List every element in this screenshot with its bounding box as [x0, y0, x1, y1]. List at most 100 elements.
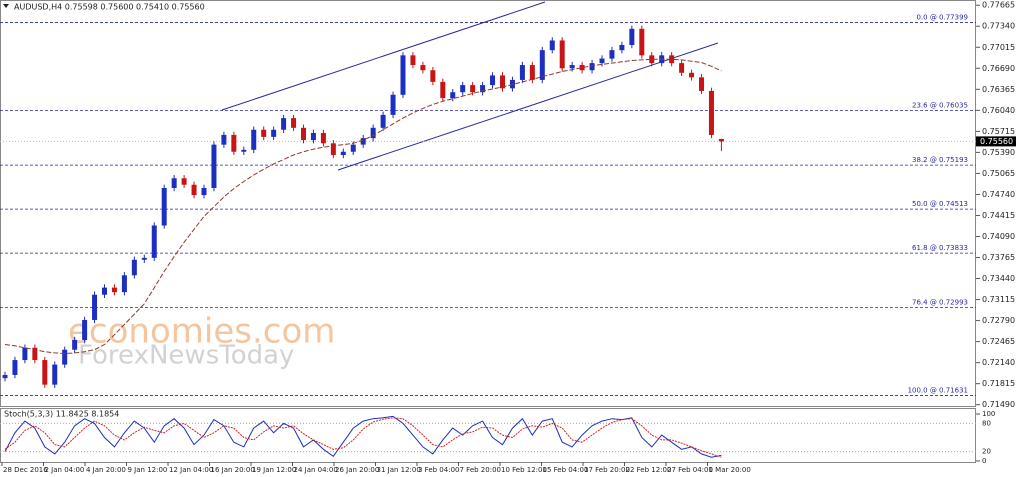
candle-body [92, 294, 98, 320]
candle-body [360, 138, 366, 145]
candle-body [679, 63, 685, 73]
candle-body [281, 118, 287, 130]
candle-body [569, 65, 575, 69]
x-tick-label: 24 Jan 04:00 [294, 466, 338, 474]
candle-body [310, 132, 316, 141]
stoch-panel [0, 408, 976, 463]
candle-body [261, 129, 267, 137]
y-tick-label: 0.75715 [982, 127, 1015, 136]
x-tick-label: 17 Feb 20:00 [584, 466, 630, 474]
x-tick-label: 3 Feb 04:00 [418, 466, 459, 474]
candle-body [589, 63, 595, 71]
y-tick-label: 0.77015 [982, 43, 1015, 52]
candle-body [52, 364, 58, 385]
y-tick-label: 0.73440 [982, 274, 1015, 283]
y-tick-label: 0.76040 [982, 106, 1015, 115]
candle-body [161, 187, 167, 226]
candle-body [629, 28, 635, 45]
candle-body [699, 77, 704, 91]
candle-body [390, 94, 396, 115]
candle-body [649, 55, 655, 64]
candle-body [131, 259, 137, 276]
candle-body [22, 347, 28, 361]
y-tick-label: 0.74415 [982, 211, 1015, 220]
stoch-tick-label: 80 [982, 419, 991, 427]
x-tick-label: 4 Jan 20:00 [86, 466, 126, 474]
candle-body [460, 85, 466, 93]
chart-title: AUDUSD,H4 0.75598 0.75600 0.75410 0.7556… [14, 3, 205, 12]
x-tick-label: 15 Feb 04:00 [543, 466, 589, 474]
candle-body [708, 90, 714, 135]
candle-body [400, 55, 406, 95]
fib-label: 38.2 @ 0.75193 [912, 156, 968, 164]
candle-body [211, 144, 217, 188]
y-tick-label: 0.74090 [982, 232, 1015, 241]
stoch-tick-label: 100 [982, 410, 995, 418]
candle-body [102, 287, 107, 295]
x-tick-label: 12 Jan 04:00 [169, 466, 213, 474]
candle-body [141, 257, 147, 260]
fib-label: 100.0 @ 0.71631 [908, 387, 968, 395]
current-price-box [976, 136, 1016, 147]
candle-body [539, 50, 545, 80]
candle-body [201, 187, 207, 196]
candle-body [271, 129, 277, 137]
y-tick-label: 0.74740 [982, 190, 1015, 199]
fib-label: 0.0 @ 0.77399 [916, 13, 968, 21]
y-tick-label: 0.72465 [982, 337, 1015, 346]
y-tick-label: 0.77665 [982, 1, 1015, 10]
candle-body [2, 374, 8, 379]
stoch-tick-label: 0 [982, 457, 986, 465]
y-tick-label: 0.77340 [982, 22, 1015, 31]
candle-body [549, 40, 555, 51]
candle-body [291, 118, 297, 128]
x-tick-label: 28 Dec 2016 [3, 466, 48, 474]
candle-body [72, 340, 78, 350]
candle-body [410, 55, 416, 66]
stoch-tick-label: 20 [982, 448, 991, 456]
stoch-title: Stoch(5,3,3) 11.8425 8.1854 [4, 410, 119, 419]
y-tick-label: 0.73115 [982, 295, 1015, 304]
stoch-main [4, 415, 722, 458]
candle-body [251, 129, 257, 150]
title-icon [3, 4, 9, 8]
candle-body [121, 275, 127, 293]
candle-body [689, 72, 695, 78]
y-tick-label: 0.75390 [982, 148, 1015, 157]
candle-body [171, 178, 177, 188]
x-tick-label: 19 Jan 12:00 [252, 466, 296, 474]
fib-label: 76.4 @ 0.72993 [912, 298, 968, 306]
current-price-label: 0.75560 [980, 137, 1013, 146]
candle-body [450, 92, 456, 99]
candle-body [430, 70, 436, 82]
candle-body [151, 225, 157, 258]
channel-line [221, 1, 546, 111]
candle-body [639, 28, 645, 56]
candle-body [380, 114, 386, 128]
y-tick-label: 0.75065 [982, 169, 1015, 178]
candle-body [480, 85, 486, 93]
candle-body [330, 143, 336, 155]
candle-body [529, 65, 535, 80]
x-tick-label: 9 Jan 12:00 [128, 466, 168, 474]
candle-body [320, 132, 326, 144]
y-tick-label: 0.76690 [982, 64, 1015, 73]
candle-body [340, 151, 346, 155]
candle-body [420, 65, 426, 71]
candle-body [241, 149, 247, 152]
candle-body [609, 50, 615, 59]
candle-body [350, 144, 356, 152]
y-tick-label: 0.73765 [982, 253, 1015, 262]
candle-body [82, 319, 88, 341]
x-tick-label: 7 Feb 20:00 [460, 466, 501, 474]
candle-body [12, 360, 18, 375]
candle-body [301, 127, 306, 141]
candle-body [440, 81, 446, 99]
x-tick-label: 2 Jan 04:00 [45, 466, 85, 474]
candle-body [559, 40, 565, 69]
x-tick-label: 22 Feb 12:00 [626, 466, 672, 474]
candle-body [490, 75, 496, 86]
x-tick-label: 10 Feb 12:00 [501, 466, 547, 474]
moving-average [4, 58, 722, 355]
